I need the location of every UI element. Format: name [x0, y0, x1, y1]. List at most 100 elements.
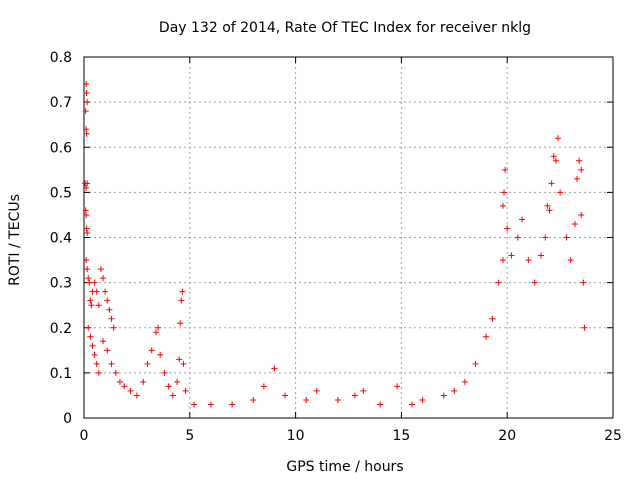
data-point	[108, 315, 115, 322]
data-point	[84, 229, 91, 236]
data-point	[303, 396, 310, 403]
data-point	[112, 369, 119, 376]
data-point	[514, 234, 521, 241]
data-point	[531, 279, 538, 286]
data-point	[144, 360, 151, 367]
data-point	[157, 351, 164, 358]
data-point	[546, 207, 553, 214]
data-point	[440, 392, 447, 399]
data-point	[104, 297, 111, 304]
data-point	[544, 202, 551, 209]
data-point	[191, 401, 198, 408]
data-point	[554, 135, 561, 142]
data-point	[550, 153, 557, 160]
data-point	[174, 378, 181, 385]
data-point	[84, 99, 91, 106]
y-tick-label: 0.5	[50, 185, 72, 201]
data-point	[525, 257, 532, 264]
data-point	[83, 130, 90, 137]
data-point	[97, 266, 104, 273]
y-tick-label: 0.2	[50, 321, 72, 337]
data-point	[578, 211, 585, 218]
data-point	[504, 225, 511, 232]
data-point	[483, 333, 490, 340]
y-tick-label: 0.4	[50, 231, 72, 247]
data-point	[106, 306, 113, 313]
data-point	[102, 288, 109, 295]
x-tick-label: 25	[604, 428, 622, 444]
data-point	[93, 360, 100, 367]
data-point	[334, 396, 341, 403]
data-point	[519, 216, 526, 223]
data-point	[82, 108, 89, 115]
y-tick-label: 0.7	[50, 95, 72, 111]
y-tick-label: 0.1	[50, 366, 72, 382]
data-point	[563, 234, 570, 241]
data-point	[260, 383, 267, 390]
data-point	[567, 257, 574, 264]
data-point	[576, 157, 583, 164]
data-point	[100, 338, 107, 345]
data-point	[104, 347, 111, 354]
data-point	[83, 225, 90, 232]
data-point	[91, 279, 98, 286]
data-point	[313, 387, 320, 394]
data-point	[152, 329, 159, 336]
data-point	[461, 378, 468, 385]
data-point	[85, 275, 92, 282]
data-point	[489, 315, 496, 322]
data-point	[548, 180, 555, 187]
data-point	[83, 184, 90, 191]
data-point	[83, 81, 90, 88]
y-tick-label: 0.8	[50, 50, 72, 66]
data-point	[499, 202, 506, 209]
data-point	[84, 266, 91, 273]
data-point	[84, 180, 91, 187]
data-point	[93, 288, 100, 295]
data-points	[82, 81, 588, 408]
data-point	[408, 401, 415, 408]
data-point	[165, 383, 172, 390]
plot-frame	[83, 56, 614, 419]
data-point	[581, 324, 588, 331]
data-point	[176, 356, 183, 363]
data-point	[250, 396, 257, 403]
data-point	[140, 378, 147, 385]
data-point	[578, 166, 585, 173]
data-point	[538, 252, 545, 259]
data-point	[557, 189, 564, 196]
data-point	[169, 392, 176, 399]
data-point	[360, 387, 367, 394]
data-point	[127, 387, 134, 394]
data-point	[574, 175, 581, 182]
data-point	[552, 157, 559, 164]
data-point	[110, 324, 117, 331]
axis-ticks	[83, 56, 614, 419]
x-tick-label: 5	[185, 428, 194, 444]
data-point	[351, 392, 358, 399]
chart-title: Day 132 of 2014, Rate Of TEC Index for r…	[159, 20, 531, 36]
data-point	[85, 324, 92, 331]
data-point	[495, 279, 502, 286]
data-point	[472, 360, 479, 367]
grid-lines	[84, 57, 613, 418]
data-point	[89, 342, 96, 349]
x-tick-label: 20	[498, 428, 516, 444]
data-point	[177, 320, 184, 327]
y-tick-labels: 0 0.1 0.2 0.3 0.4 0.5 0.6 0.7 0.8	[50, 50, 72, 427]
data-point	[155, 324, 162, 331]
data-point	[229, 401, 236, 408]
data-point	[282, 392, 289, 399]
data-point	[207, 401, 214, 408]
data-point	[87, 297, 94, 304]
data-point	[161, 369, 168, 376]
data-point	[451, 387, 458, 394]
data-point	[508, 252, 515, 259]
data-point	[499, 257, 506, 264]
y-axis-label: ROTI / TECUs	[7, 194, 23, 286]
x-axis-label: GPS time / hours	[286, 459, 403, 475]
data-point	[501, 189, 508, 196]
data-point	[502, 166, 509, 173]
data-point	[88, 302, 95, 309]
